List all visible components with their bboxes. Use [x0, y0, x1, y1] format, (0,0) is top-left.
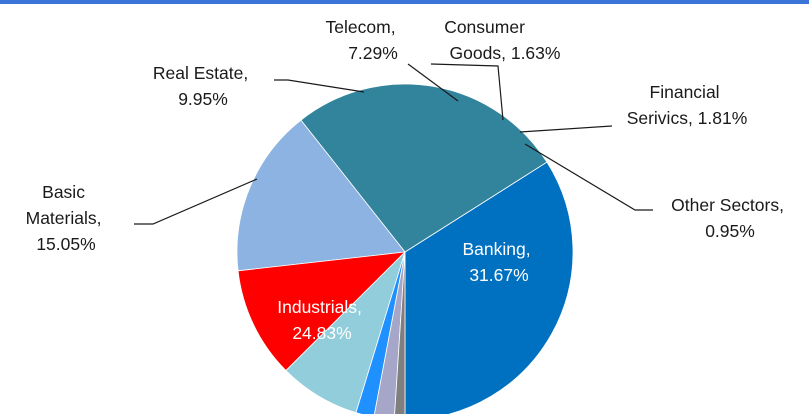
label-telecom: Telecom, 7.29% [326, 17, 401, 63]
label-industrials: Industrials, 24.83% [277, 297, 367, 343]
label-basic-materials: Basic Materials, 15.05% [26, 182, 107, 254]
top-accent-bar [0, 0, 809, 4]
pie-slice-real-estate [237, 251, 407, 372]
label-financial-serivics: Financial Serivics, 1.81% [627, 82, 748, 128]
leader-line-real-estate [274, 79, 365, 93]
pie-slice-consumer-goods [355, 251, 406, 414]
pie-slice-other-sectors [394, 251, 406, 414]
leader-line-financial-serivics [519, 125, 613, 133]
pie-slice-basic-materials [236, 119, 406, 272]
leader-line-other-sectors [524, 143, 653, 211]
label-banking: Banking, 31.67% [463, 239, 536, 285]
leader-line-telecom [407, 63, 459, 102]
pie-slice-financial-serivics [374, 251, 406, 414]
label-other-sectors: Other Sectors, 0.95% [671, 195, 789, 241]
pie-slices [236, 83, 574, 414]
leader-line-basic-materials [134, 178, 258, 225]
leader-line-consumer-goods [430, 63, 504, 121]
label-real-estate: Real Estate, 9.95% [153, 63, 253, 109]
label-consumer-goods: Consumer Goods, 1.63% [444, 17, 560, 63]
pie-slice-industrials [300, 83, 548, 253]
